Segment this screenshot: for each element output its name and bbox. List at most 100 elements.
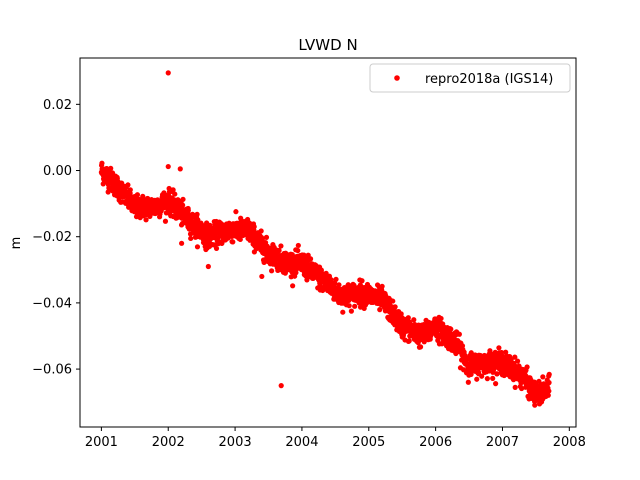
data-point [411,317,417,323]
data-point [417,344,424,350]
y-axis-label: m [9,237,24,250]
data-point [188,235,194,242]
data-point [263,234,270,240]
data-point [546,388,552,394]
x-tick-label: 2006 [419,435,452,450]
data-point [438,315,444,322]
x-tick-label: 2008 [553,435,586,450]
data-point [377,307,383,313]
data-point [348,308,354,314]
outlier-point [165,163,171,170]
data-point [532,402,538,408]
x-tick-label: 2002 [152,435,185,450]
data-point [456,331,462,337]
data-point [237,236,243,243]
data-point [233,209,239,215]
data-point [405,315,411,321]
data-point [545,392,551,398]
data-point [346,303,352,309]
data-point [251,224,257,230]
data-point [512,354,518,360]
y-axis: 0.02 0.00 −0.02 −0.04 −0.06 [32,98,80,378]
data-points [98,70,552,408]
x-axis: 2001 2002 2003 2004 2005 2006 2007 2008 [85,427,586,450]
data-point [125,182,131,188]
outlier-point [259,273,265,280]
data-point [332,280,338,286]
data-point [518,385,525,392]
outlier-point [179,240,185,246]
data-point [490,375,496,381]
data-point [180,202,186,208]
data-point [379,283,385,289]
data-point [293,270,299,276]
data-point [290,283,296,289]
data-point [258,228,264,234]
data-point [336,282,342,288]
data-point [108,165,114,171]
chart-title: LVWD N [298,36,357,54]
data-point [304,277,310,283]
data-point [180,196,186,202]
legend-box [369,63,571,93]
outlier-point [278,383,284,389]
data-point [496,345,502,351]
data-point [474,376,480,382]
data-point [333,276,339,282]
data-point [494,371,500,377]
x-tick-label: 2004 [285,435,318,450]
data-point [465,379,471,385]
data-point [194,244,201,250]
data-point [340,309,346,315]
data-point [162,218,169,224]
data-point [392,304,398,310]
legend: repro2018a (IGS14) [369,63,571,93]
legend-entry: repro2018a (IGS14) [425,72,553,87]
outlier-point [205,263,211,270]
data-point [278,243,284,249]
data-point [307,256,314,262]
y-tick-label: 0.00 [43,164,72,179]
plot-frame [79,57,577,428]
x-tick-label: 2007 [486,435,519,450]
data-point [540,374,546,380]
data-point [406,338,412,344]
legend-marker-icon [394,75,400,81]
data-point [185,207,191,213]
y-tick-label: −0.04 [32,296,72,311]
data-point [295,242,301,249]
data-point [493,381,499,387]
data-point [524,364,530,370]
x-tick-label: 2001 [85,435,118,450]
data-point [484,376,490,382]
data-point [127,187,133,193]
outlier-point [177,166,183,172]
data-point [352,303,358,309]
data-point [448,326,454,332]
data-point [546,380,552,386]
data-point [468,371,474,378]
data-point [143,217,149,223]
y-tick-label: 0.02 [43,98,72,113]
data-point [276,247,282,254]
data-point [514,358,521,364]
data-point [295,247,301,254]
y-tick-label: −0.06 [32,363,72,378]
data-point [359,278,365,284]
data-point [172,191,178,197]
data-point [230,239,236,245]
data-point [134,192,141,198]
outlier-point [165,70,171,76]
data-point [512,384,518,390]
x-tick-label: 2003 [219,435,252,450]
y-tick-label: −0.02 [32,230,72,245]
data-point [390,298,396,304]
data-point [213,245,220,252]
data-point [99,160,105,166]
data-point [246,220,253,226]
data-point [269,268,275,274]
data-point [479,373,485,379]
data-point [194,211,200,217]
data-point [546,371,552,377]
